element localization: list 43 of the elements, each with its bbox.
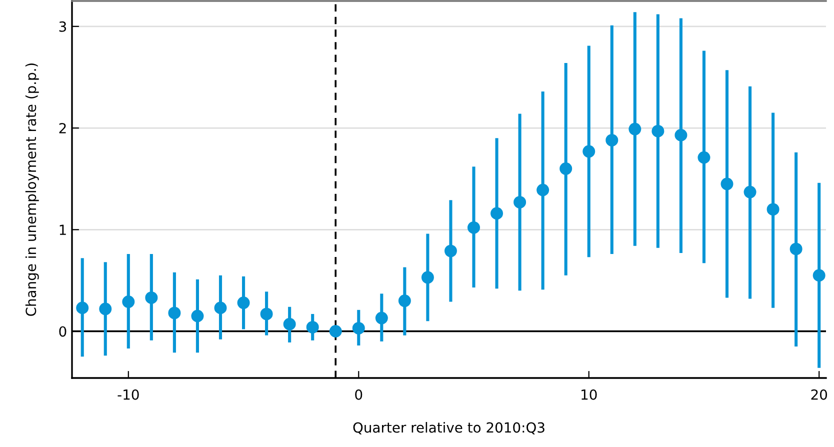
- point: [191, 310, 204, 322]
- x-tick-label: 10: [582, 389, 597, 400]
- y-tick-label: 2: [59, 122, 66, 134]
- point: [536, 184, 550, 196]
- point: [352, 322, 365, 334]
- point: [99, 302, 112, 316]
- point: [168, 306, 181, 320]
- point: [812, 269, 826, 282]
- point: [260, 308, 273, 320]
- point: [744, 186, 756, 198]
- x-tick-label: 20: [811, 389, 828, 400]
- point: [398, 294, 411, 308]
- point: [490, 207, 504, 220]
- y-axis-title: Change in unemployment rate (p.p.): [25, 63, 39, 316]
- point: [375, 312, 388, 324]
- point: [720, 178, 734, 190]
- point: [766, 203, 780, 216]
- point: [606, 134, 618, 146]
- point: [214, 302, 227, 314]
- point: [582, 145, 596, 158]
- x-axis-title: Quarter relative to 2010:Q3: [353, 422, 544, 434]
- point: [698, 151, 710, 164]
- point: [306, 320, 319, 334]
- y-tick-label: 0: [59, 326, 66, 337]
- point: [560, 162, 572, 175]
- point: [421, 271, 434, 284]
- point: [329, 325, 342, 338]
- y-tick-label: 3: [59, 21, 66, 32]
- point: [514, 196, 526, 208]
- point: [468, 221, 480, 234]
- point: [237, 296, 250, 310]
- y-tick-label: 1: [60, 224, 66, 235]
- point: [76, 302, 89, 314]
- point: [790, 242, 802, 256]
- point: [122, 296, 135, 308]
- x-tick-label: -10: [118, 389, 139, 400]
- point: [674, 128, 688, 142]
- x-tick-label: 0: [355, 389, 362, 400]
- point: [444, 244, 457, 258]
- point: [145, 291, 158, 304]
- point: [628, 122, 642, 136]
- point: [652, 124, 664, 138]
- point: [283, 318, 296, 330]
